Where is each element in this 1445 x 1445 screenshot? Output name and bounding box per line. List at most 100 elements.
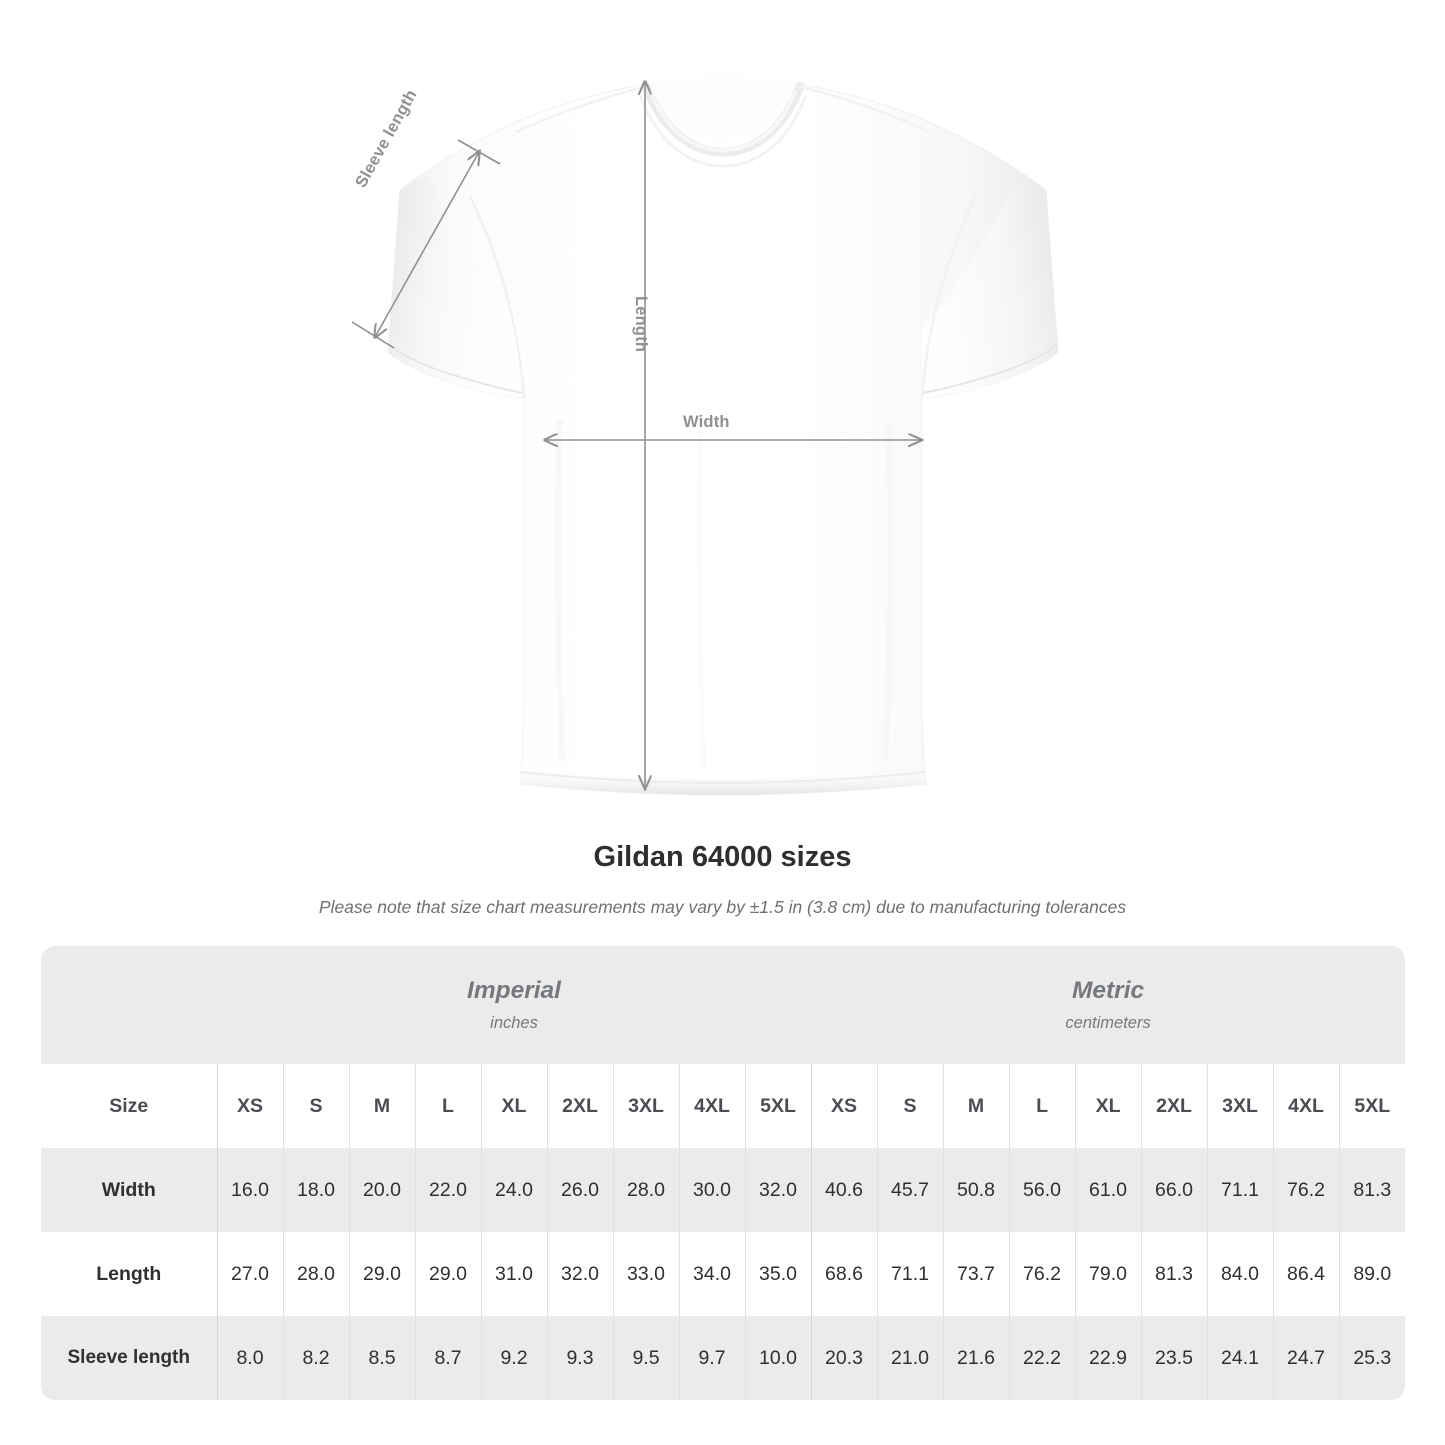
table-cell: 84.0 [1206,1232,1274,1316]
table-cell: 73.7 [942,1232,1010,1316]
table-cell: 29.0 [414,1232,481,1316]
table-cell: 18.0 [282,1148,349,1232]
table-cell: 9.7 [678,1316,745,1400]
table-cell: 26.0 [546,1148,613,1232]
sleeve-length-arrow [351,139,501,349]
size-header-cell: XL [480,1064,547,1148]
table-cell: 28.0 [612,1148,679,1232]
table-cell: 61.0 [1074,1148,1142,1232]
table-cell: 9.5 [612,1316,679,1400]
table-cell: 29.0 [348,1232,415,1316]
table-cell: 22.2 [1008,1316,1076,1400]
table-cell: 56.0 [1008,1148,1076,1232]
size-header-cell: S [282,1064,349,1148]
size-header-cell: 3XL [1206,1064,1274,1148]
table-cell: 20.0 [348,1148,415,1232]
size-header-cell: 4XL [1272,1064,1340,1148]
table-cell: 25.3 [1338,1316,1406,1400]
size-header-cell: L [1008,1064,1076,1148]
size-table-wrapper: Imperial inches Metric centimeters Size XS S M L… [41,946,1406,1400]
page-title: Gildan 64000 sizes [593,841,852,873]
size-header-cell: XL [1074,1064,1142,1148]
tshirt-illustration: Sleeve length Length Width [351,80,1059,796]
size-header-cell: 5XL [744,1064,812,1148]
table-cell: 50.8 [942,1148,1010,1232]
size-header-cell: 4XL [678,1064,745,1148]
table-cell: 9.2 [480,1316,547,1400]
table-cell: 81.3 [1140,1232,1208,1316]
measurement-tolerance-note: Please note that size chart measurements… [318,896,1127,917]
table-cell: 22.9 [1074,1316,1142,1400]
table-cell: 9.3 [546,1316,613,1400]
table-cell: 24.7 [1272,1316,1340,1400]
size-header-cell: 2XL [1140,1064,1208,1148]
table-cell: 24.1 [1206,1316,1274,1400]
table-cell: 89.0 [1338,1232,1406,1316]
table-cell: 21.6 [942,1316,1010,1400]
unit-group-sub: centimeters [1065,1014,1151,1032]
tshirt-graphic [351,80,1059,796]
row-label: Sleeve length [41,1316,217,1400]
unit-spacer-cell [41,946,217,1064]
table-cell: 33.0 [612,1232,679,1316]
table-cell: 76.2 [1272,1148,1340,1232]
table-cell: 35.0 [744,1232,812,1316]
table-cell: 23.5 [1140,1316,1208,1400]
table-cell: 8.2 [282,1316,349,1400]
table-cell: 10.0 [744,1316,812,1400]
unit-group-metric: Metric centimeters [811,946,1406,1064]
width-label: Width [683,413,730,431]
tshirt-diagram: Sleeve length Length Width [351,80,1059,796]
size-header-label: Size [41,1064,217,1148]
size-header-row: Size XS S M L XL 2XL 3XL 4XL 5XL XS S M L XL 2XL 3XL 4XL 5… [41,1064,1406,1148]
table-cell: 8.0 [216,1316,283,1400]
unit-group-row: Imperial inches Metric centimeters [41,946,1406,1064]
size-header-cell: XS [216,1064,283,1148]
size-header-cell: M [942,1064,1010,1148]
table-cell: 24.0 [480,1148,547,1232]
table-cell: 28.0 [282,1232,349,1316]
table-cell: 8.5 [348,1316,415,1400]
size-header-cell: 2XL [546,1064,613,1148]
table-cell: 22.0 [414,1148,481,1232]
table-cell: 34.0 [678,1232,745,1316]
table-cell: 45.7 [876,1148,944,1232]
table-cell: 31.0 [480,1232,547,1316]
table-cell: 86.4 [1272,1232,1340,1316]
heading-block: Gildan 64000 sizes Please note that size… [0,840,1445,919]
table-cell: 40.6 [810,1148,878,1232]
size-chart-table: Imperial inches Metric centimeters Size XS S M L… [41,946,1406,1400]
table-cell: 27.0 [216,1232,283,1316]
table-cell: 71.1 [876,1232,944,1316]
size-header-cell: M [348,1064,415,1148]
size-header-cell: 3XL [612,1064,679,1148]
row-label: Width [41,1148,217,1232]
table-cell: 79.0 [1074,1232,1142,1316]
size-header-cell: S [876,1064,944,1148]
table-cell: 71.1 [1206,1148,1274,1232]
table-row: Length 27.0 28.0 29.0 29.0 31.0 32.0 33.0 34.0 35… [41,1232,1406,1316]
table-cell: 20.3 [810,1316,878,1400]
table-cell: 68.6 [810,1232,878,1316]
unit-group-name: Metric [1071,977,1145,1004]
size-header-cell: L [414,1064,481,1148]
unit-group-sub: inches [490,1014,538,1032]
table-cell: 32.0 [546,1232,613,1316]
table-cell: 66.0 [1140,1148,1208,1232]
table-row: Sleeve length 8.0 8.2 8.5 8.7 9.2 9.3 9.5 9.7 10.… [41,1316,1406,1400]
table-cell: 8.7 [414,1316,481,1400]
table-cell: 21.0 [876,1316,944,1400]
size-header-cell: XS [810,1064,878,1148]
unit-group-imperial: Imperial inches [217,946,812,1064]
unit-group-name: Imperial [467,977,561,1004]
length-label: Length [632,296,650,353]
table-cell: 32.0 [744,1148,812,1232]
table-cell: 16.0 [216,1148,283,1232]
row-label: Length [41,1232,217,1316]
table-cell: 76.2 [1008,1232,1076,1316]
table-cell: 81.3 [1338,1148,1406,1232]
table-row: Width 16.0 18.0 20.0 22.0 24.0 26.0 28.0 30.0 32.… [41,1148,1406,1232]
table-cell: 30.0 [678,1148,745,1232]
size-header-cell: 5XL [1338,1064,1406,1148]
